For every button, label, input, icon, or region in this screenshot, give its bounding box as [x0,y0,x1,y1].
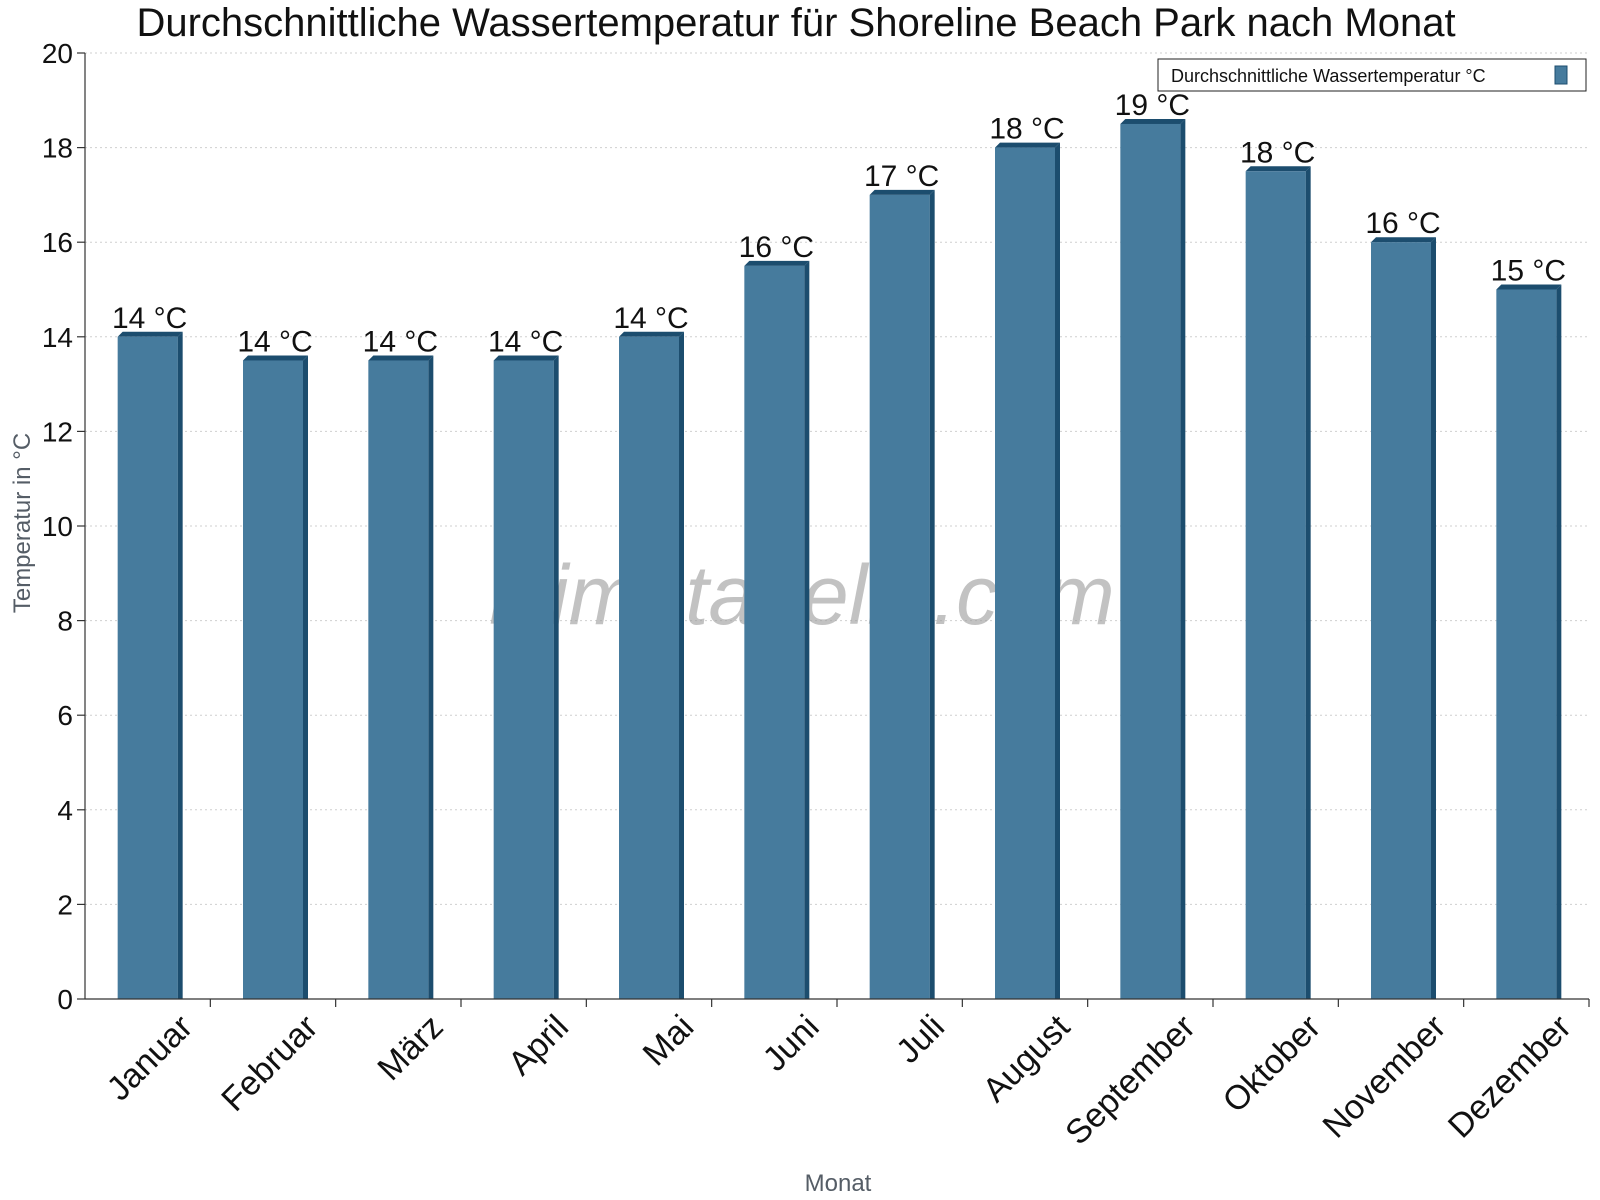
bar-side [1305,166,1311,999]
x-tick-label: September [1058,1008,1202,1152]
y-tick-label: 4 [57,795,73,826]
bar-top [368,355,434,361]
bar-side [553,355,559,999]
x-tick-label: Juli [889,1008,952,1071]
y-tick-label: 0 [57,984,73,1015]
bar-top [1371,237,1436,243]
bar-value-label: 14 °C [363,325,438,358]
bar-side [1055,142,1060,1000]
y-tick-label: 8 [57,606,73,637]
bar-group: 18 °C [989,113,1065,1000]
bar-side [177,331,183,999]
x-tick-label: Februar [214,1008,325,1119]
bar-side [804,260,810,1000]
bar-side [1556,284,1562,999]
x-axis-ticks: Januar Februar März April Mai Juni Juli AugustS… [100,999,1590,1152]
bars: 14 °C 14 °C 14 °C 14 °C 14 °C 16 °C 17 °C 18 °C… [112,89,1566,1000]
legend: Durchschnittliche Wassertemperatur °C [1157,58,1587,92]
bar-group: 16 °C [739,231,814,1000]
bar-top [869,189,935,195]
bar-value-label: 18 °C [1240,136,1315,169]
bar-group: 17 °C [864,160,939,999]
grid [85,52,1589,905]
bar-top [619,331,684,337]
bar [1371,242,1431,999]
bar [995,147,1055,1000]
bar-side [428,355,434,999]
bar-value-label: 18 °C [989,113,1064,146]
bar-top [1120,118,1186,124]
bar-top [117,331,183,337]
bar-group: 18 °C [1240,136,1315,999]
bar-group: 14 °C [363,325,438,999]
y-axis-label: Temperatur in °C [9,433,36,613]
bar-group: 19 °C [1115,89,1190,999]
bar-value-label: 14 °C [613,302,688,335]
bar-group: 16 °C [1365,207,1441,999]
bar-group: 14 °C [237,325,313,999]
x-tick-label: Oktober [1216,1008,1328,1120]
bar-group: 15 °C [1491,255,1566,999]
bar-group: 14 °C [613,302,689,999]
bar [1496,289,1557,999]
y-tick-label: 14 [42,322,73,353]
bar-side [1180,118,1186,999]
bar-top [493,355,559,361]
bar-group: 14 °C [112,302,187,999]
bar-side [679,331,684,999]
y-tick-label: 6 [57,700,73,731]
y-tick-label: 20 [42,38,73,69]
y-tick-label: 2 [57,889,73,920]
bar-top [1245,166,1311,172]
y-tick-label: 16 [42,227,73,258]
bar [744,265,805,1000]
legend-label: Durchschnittliche Wassertemperatur °C [1171,66,1486,86]
bar [619,336,679,999]
x-tick-label: März [370,1008,450,1088]
bar-value-label: 15 °C [1491,255,1566,288]
y-tick-label: 18 [42,133,73,164]
bar-value-label: 17 °C [864,160,939,193]
bar-side [1431,237,1436,999]
y-axis-ticks: 0 2 4 6 8 10 12 14 16 18 20 [42,38,85,1015]
x-tick-label: Dezember [1441,1008,1579,1146]
bar-value-label: 14 °C [112,302,187,335]
x-axis-label: Monat [805,1170,872,1197]
bar-value-label: 14 °C [237,325,312,358]
x-tick-label: August [976,1007,1078,1109]
bar-value-label: 19 °C [1115,89,1190,122]
x-tick-label: November [1316,1008,1454,1146]
bar-value-label: 14 °C [488,325,563,358]
bar [1120,123,1181,999]
bar-value-label: 16 °C [1365,207,1440,240]
legend-box [1157,58,1587,92]
x-tick-label: April [501,1008,576,1083]
bar [493,360,554,999]
y-tick-label: 10 [42,511,73,542]
x-tick-label: Juni [756,1008,827,1079]
bar-side [929,189,935,999]
x-tick-label: Januar [100,1008,200,1108]
bar [368,360,429,999]
bar-top [243,355,308,361]
y-tick-label: 12 [42,416,73,447]
legend-swatch [1554,65,1568,85]
bar [117,336,178,999]
x-tick-label: Mai [636,1008,702,1074]
bar [869,194,930,999]
bar-value-label: 16 °C [739,231,814,264]
chart-title: Durchschnittliche Wassertemperatur für S… [136,1,1455,45]
bar-group: 14 °C [488,325,563,999]
bar-top [995,142,1060,148]
bar-top [1496,284,1562,290]
bar-top [744,260,810,266]
bar [243,360,303,999]
bar-side [303,355,308,999]
bar [1245,171,1306,999]
